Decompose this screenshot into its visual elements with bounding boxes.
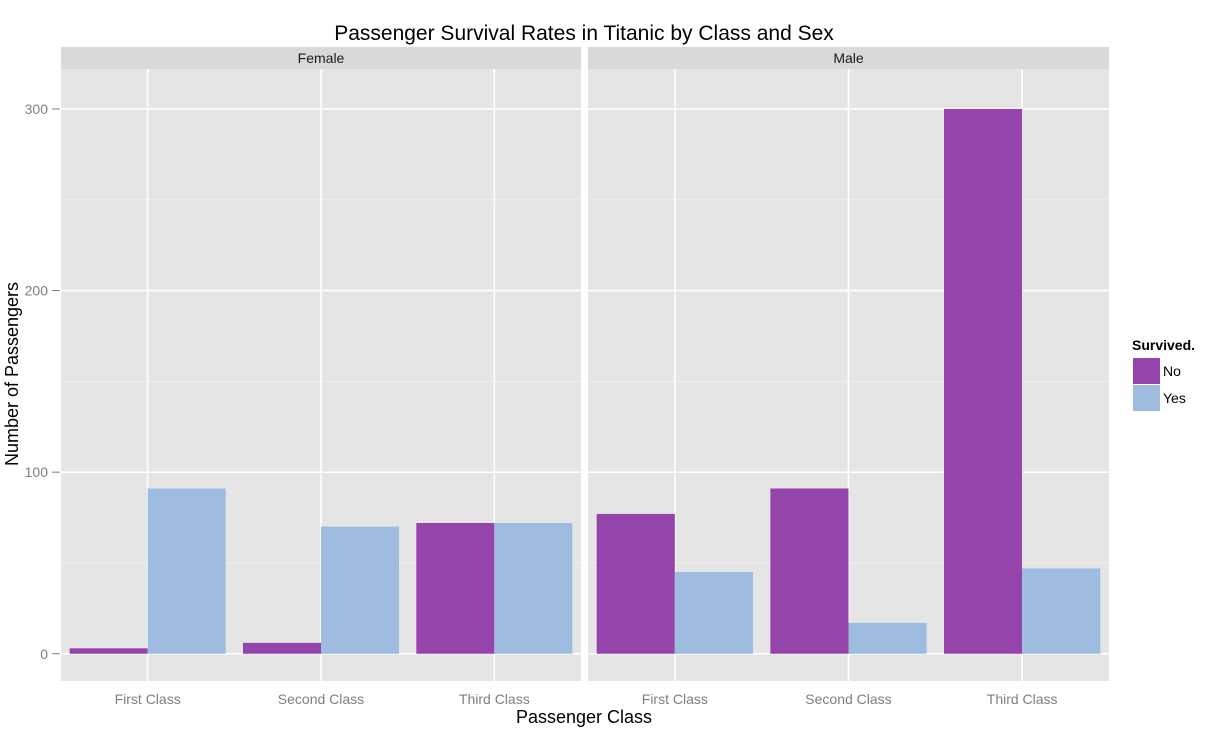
bar-male-second-class-no	[770, 488, 849, 654]
y-tick-label: 300	[25, 101, 49, 117]
legend: Survived. No Yes	[1132, 337, 1195, 411]
legend-label-yes: Yes	[1163, 390, 1186, 406]
bar-female-third-class-yes	[494, 523, 573, 654]
facet-panel-female: Female First Class Second Class Third Class	[61, 47, 581, 707]
x-tick-label: Third Class	[459, 691, 530, 707]
facet-panel-male: Male First Class Second Class Third Class	[588, 47, 1109, 707]
legend-title: Survived.	[1132, 337, 1195, 353]
x-tick-label: Second Class	[278, 691, 364, 707]
bar-female-second-class-yes	[321, 526, 399, 654]
facet-strip-label: Female	[298, 50, 345, 66]
x-tick-label: First Class	[642, 691, 708, 707]
legend-swatch-yes	[1133, 385, 1160, 411]
facet-strip-label: Male	[833, 50, 864, 66]
y-axis-title: Number of Passengers	[2, 282, 22, 466]
x-tick-label: Second Class	[805, 691, 891, 707]
y-axis: 0 100 200 300	[25, 101, 60, 662]
bar-male-third-class-yes	[1022, 568, 1101, 654]
x-axis-title: Passenger Class	[516, 707, 652, 727]
legend-label-no: No	[1163, 363, 1181, 379]
bar-male-first-class-no	[596, 513, 675, 654]
bar-female-first-class-no	[69, 648, 148, 654]
facet-strip	[61, 47, 581, 69]
bar-female-third-class-no	[416, 523, 495, 654]
facet-panels: Female First Class Second Class Third Class…	[61, 47, 1109, 707]
bar-female-first-class-yes	[147, 488, 226, 654]
y-tick-label: 0	[40, 646, 48, 662]
y-tick-label: 200	[25, 283, 49, 299]
legend-swatch-no	[1133, 358, 1160, 384]
x-tick-label: Third Class	[987, 691, 1058, 707]
facet-strip	[588, 47, 1109, 69]
y-tick-label: 100	[25, 464, 49, 480]
chart-title: Passenger Survival Rates in Titanic by C…	[334, 22, 834, 45]
bar-male-second-class-yes	[848, 622, 927, 654]
bar-female-second-class-no	[243, 642, 321, 654]
bar-male-first-class-yes	[674, 572, 753, 654]
bar-male-third-class-no	[944, 108, 1023, 654]
x-tick-label: First Class	[115, 691, 181, 707]
